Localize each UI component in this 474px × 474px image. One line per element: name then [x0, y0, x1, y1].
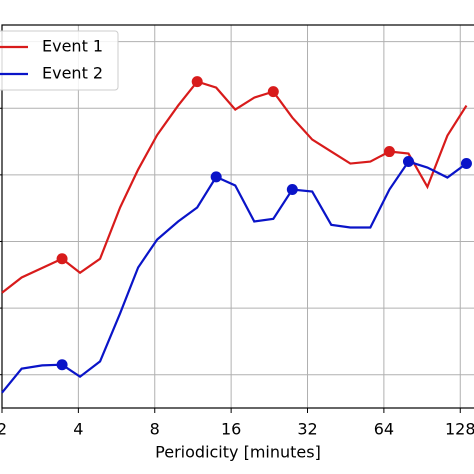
- x-tick-label: 16: [221, 420, 241, 439]
- legend-label: Event 1: [42, 37, 103, 56]
- x-tick-label: 4: [73, 420, 83, 439]
- marker: [286, 184, 298, 196]
- line: [1, 80, 468, 294]
- marker: [210, 171, 222, 183]
- x-tick-label: 32: [297, 420, 317, 439]
- x-tick-label: 2: [0, 420, 7, 439]
- x-axis-label: Periodicity [minutes]: [155, 443, 321, 462]
- legend: Event 1 Event 2: [0, 30, 119, 91]
- x-tick-label: 8: [150, 420, 160, 439]
- legend-box: [0, 30, 119, 91]
- x-tick-label: 128: [445, 420, 474, 439]
- marker: [267, 86, 279, 98]
- marker: [191, 76, 203, 88]
- marker: [402, 156, 414, 168]
- legend-label: Event 2: [42, 64, 103, 83]
- marker: [56, 253, 68, 265]
- x-tick-label: 64: [374, 420, 394, 439]
- marker: [460, 158, 472, 170]
- line: [1, 160, 468, 394]
- marker: [56, 359, 68, 371]
- marker: [383, 146, 395, 158]
- plot-frame: [1, 24, 474, 409]
